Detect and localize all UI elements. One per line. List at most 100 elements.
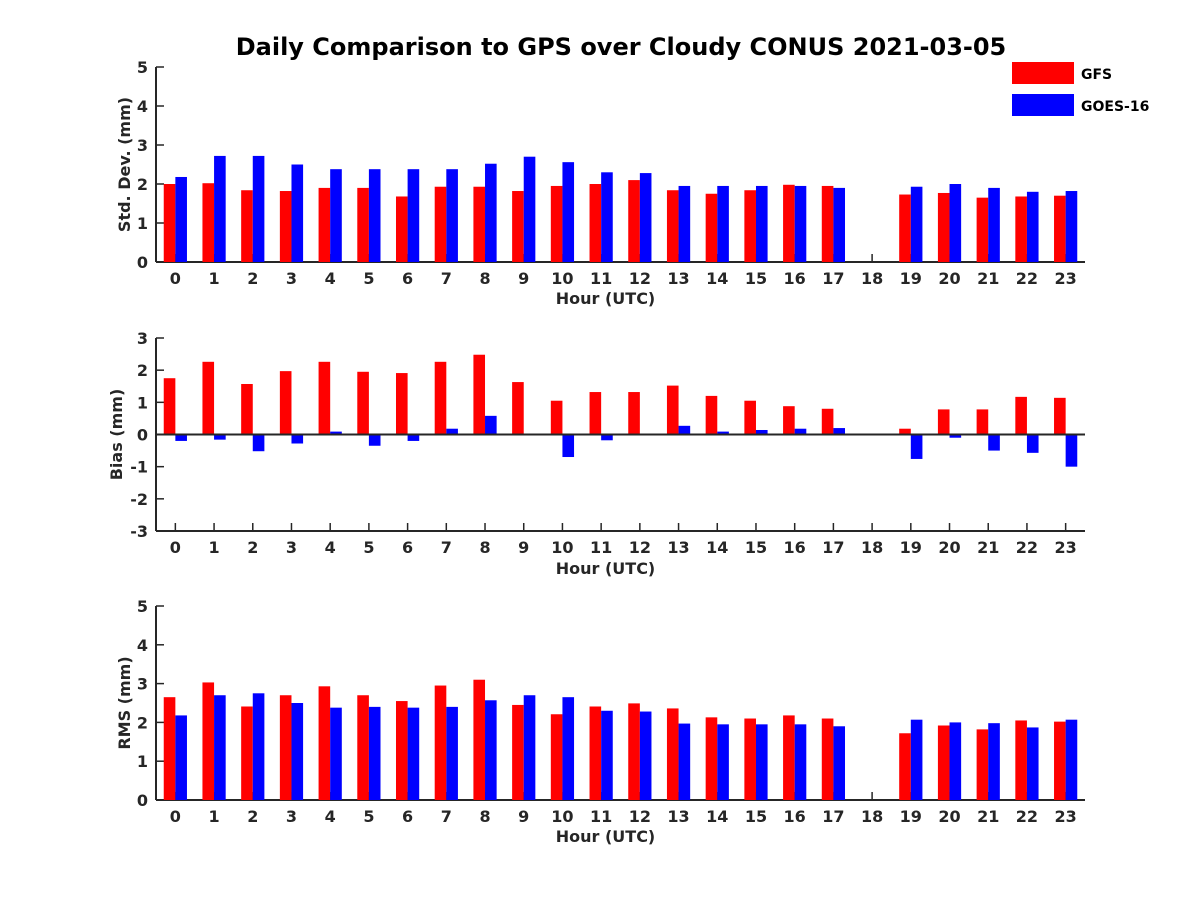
rms-y-tick-label: 5: [137, 597, 148, 616]
std-dev-x-tick-label: 7: [441, 269, 452, 288]
std-dev-bar-gfs: [1015, 196, 1027, 262]
bias-x-tick-label: 13: [667, 538, 689, 557]
std-dev-bar-gfs: [937, 192, 950, 262]
bias-x-tick-label: 10: [551, 538, 573, 557]
std-dev-x-tick-label: 10: [551, 269, 573, 288]
legend-label-goes16: GOES-16: [1081, 99, 1149, 115]
bias-bar-goes16: [252, 434, 265, 452]
bias-x-tick-label: 3: [286, 538, 297, 557]
rms-bar-goes16: [755, 724, 768, 800]
bias-x-tick-label: 15: [745, 538, 767, 557]
rms-bar-gfs: [666, 708, 679, 800]
std-dev-x-tick-label: 1: [208, 269, 219, 288]
bias-bar-goes16: [214, 434, 226, 440]
rms-x-tick-label: 7: [441, 807, 452, 826]
std-dev-bar-goes16: [717, 185, 729, 262]
rms-bar-gfs: [783, 715, 795, 800]
bias-x-tick-label: 4: [325, 538, 336, 557]
rms-bar-goes16: [1065, 719, 1078, 800]
bias-bar-gfs: [241, 383, 253, 435]
bias-bar-gfs: [395, 373, 408, 435]
std-dev-x-tick-label: 11: [590, 269, 612, 288]
std-dev-bar-gfs: [357, 187, 369, 262]
std-dev-y-tick-label: 5: [137, 58, 148, 77]
rms-bar-goes16: [291, 703, 304, 800]
rms-bar-goes16: [601, 710, 613, 800]
rms-bar-goes16: [446, 706, 458, 800]
rms-bar-goes16: [485, 700, 497, 800]
bias-bar-goes16: [562, 434, 575, 458]
rms-bar-goes16: [368, 706, 381, 800]
rms-y-tick-label: 3: [137, 675, 148, 694]
rms-x-tick-label: 8: [479, 807, 490, 826]
bias-x-tick-label: 2: [247, 538, 258, 557]
bias-bar-gfs: [1015, 396, 1027, 435]
bias-x-tick-label: 12: [629, 538, 651, 557]
bias-x-tick-label: 8: [479, 538, 490, 557]
std-dev-x-tick-label: 5: [363, 269, 374, 288]
bias-bar-goes16: [601, 434, 613, 441]
rms-x-tick-label: 18: [861, 807, 883, 826]
std-dev-bar-goes16: [988, 187, 1000, 262]
std-dev-bar-gfs: [1054, 195, 1066, 262]
std-dev-bar-goes16: [175, 176, 187, 262]
bias-bar-goes16: [794, 428, 807, 435]
bias-y-tick-label: -1: [130, 458, 148, 477]
bias-bar-goes16: [1065, 434, 1078, 467]
std-dev-y-axis-label: Std. Dev. (mm): [115, 97, 134, 232]
std-dev-x-tick-label: 22: [1016, 269, 1038, 288]
bias-bar-goes16: [949, 434, 962, 438]
std-dev-y-tick-label: 2: [137, 175, 148, 194]
rms-x-tick-label: 19: [900, 807, 922, 826]
std-dev-bar-goes16: [601, 172, 613, 262]
bias-bar-goes16: [755, 429, 768, 435]
std-dev-bar-goes16: [368, 169, 381, 262]
std-dev-y-tick-label: 1: [137, 214, 148, 233]
std-dev-x-tick-label: 17: [822, 269, 844, 288]
rms-bar-gfs: [899, 733, 911, 800]
rms-x-tick-label: 0: [170, 807, 181, 826]
std-dev-bar-gfs: [395, 196, 408, 262]
bias-bar-gfs: [821, 408, 834, 435]
rms-bar-goes16: [833, 726, 846, 800]
std-dev-x-tick-label: 0: [170, 269, 181, 288]
std-dev-bar-goes16: [1026, 191, 1039, 262]
std-dev-bar-gfs: [279, 191, 292, 262]
bias-y-tick-label: 1: [137, 393, 148, 412]
std-dev-bar-goes16: [678, 185, 691, 262]
rms-x-tick-label: 6: [402, 807, 413, 826]
std-dev-x-tick-label: 8: [479, 269, 490, 288]
bias-bar-goes16: [175, 434, 187, 441]
rms-x-axis-label: Hour (UTC): [556, 827, 656, 846]
std-dev-x-tick-label: 9: [518, 269, 529, 288]
rms-bar-goes16: [562, 697, 575, 800]
std-dev-x-axis-label: Hour (UTC): [556, 289, 656, 308]
bias-bar-gfs: [744, 400, 756, 435]
rms-bar-gfs: [279, 695, 292, 800]
std-dev-bar-goes16: [291, 164, 304, 262]
std-dev-bar-gfs: [202, 183, 215, 262]
rms-bar-gfs: [550, 714, 563, 800]
rms-x-tick-label: 15: [745, 807, 767, 826]
rms-bar-gfs: [976, 729, 989, 800]
bias-bar-gfs: [550, 400, 563, 435]
std-dev-y-tick-label: 3: [137, 136, 148, 155]
rms-bar-goes16: [330, 707, 342, 800]
bias-bar-gfs: [783, 406, 795, 435]
bias-x-tick-label: 18: [861, 538, 883, 557]
bias-x-tick-label: 9: [518, 538, 529, 557]
std-dev-bar-gfs: [550, 185, 563, 262]
rms-y-axis-label: RMS (mm): [115, 656, 134, 749]
bias-y-tick-label: -3: [130, 522, 148, 541]
std-dev-bar-goes16: [833, 187, 846, 262]
rms-bar-gfs: [395, 701, 408, 800]
bias-bar-gfs: [1054, 397, 1066, 435]
bias-x-tick-label: 20: [938, 538, 960, 557]
std-dev-bar-gfs: [589, 184, 602, 262]
bias-x-tick-label: 0: [170, 538, 181, 557]
rms-bar-gfs: [705, 717, 718, 800]
rms-y-tick-label: 0: [137, 791, 148, 810]
